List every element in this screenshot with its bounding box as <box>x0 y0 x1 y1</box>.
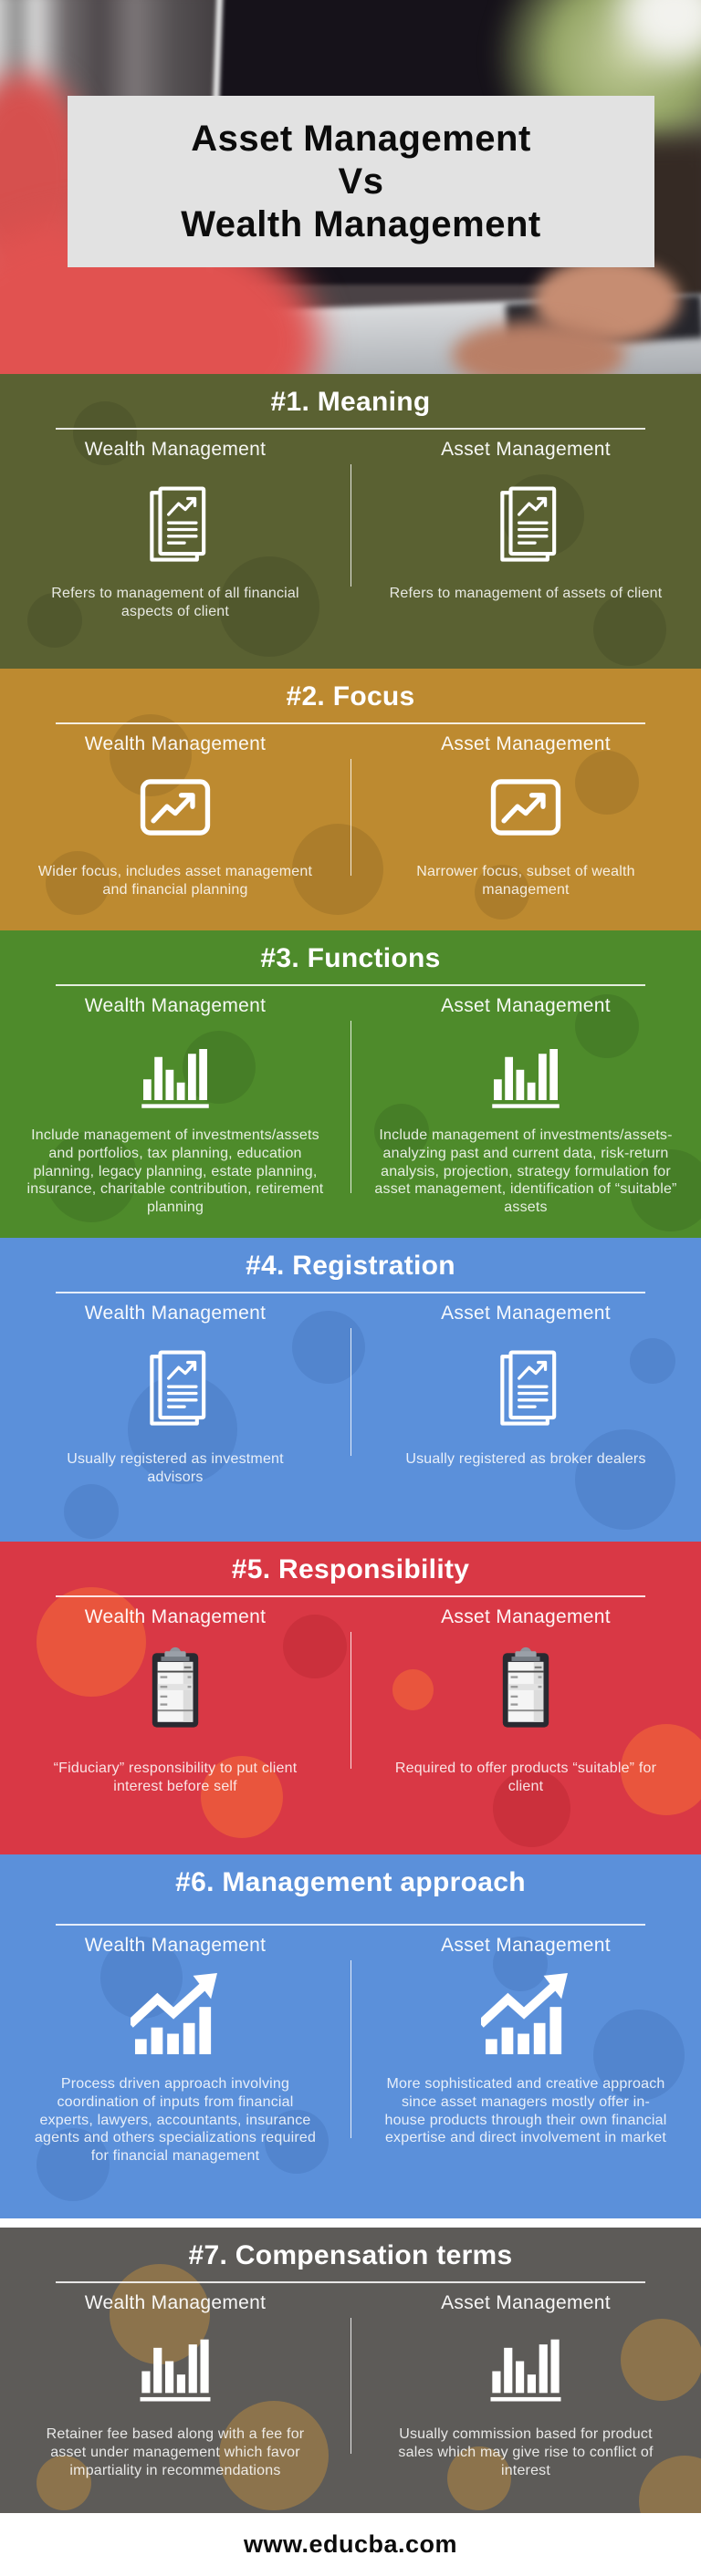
wealth-column: Wealth Management Include management of … <box>0 990 350 1217</box>
asset-column: Asset Management Refers to management of… <box>350 433 701 603</box>
section-registration: #4. Registration Wealth Management Usual… <box>0 1238 701 1542</box>
wealth-column: Wealth Management Retainer fee based alo… <box>0 2287 350 2479</box>
wealth-description: Retainer fee based along with a fee for … <box>46 2426 305 2478</box>
title-rule <box>56 1292 645 1293</box>
column-header-asset: Asset Management <box>441 995 611 1016</box>
column-header-wealth: Wealth Management <box>84 1606 267 1627</box>
chart-box-icon <box>139 777 212 837</box>
column-divider <box>350 1021 351 1194</box>
report-icon <box>490 484 561 565</box>
column-header-asset: Asset Management <box>441 1935 611 1956</box>
bar-chart-icon <box>137 1041 214 1108</box>
column-header-wealth: Wealth Management <box>84 1303 267 1324</box>
section-responsibility: #5. Responsibility Wealth Management “Fi… <box>0 1542 701 1854</box>
title-rule <box>56 2281 645 2283</box>
title-rule <box>56 984 645 986</box>
column-header-wealth: Wealth Management <box>84 995 267 1016</box>
main-title-line-2: Vs <box>338 161 384 202</box>
section-focus: #2. Focus Wealth Management Wider focus,… <box>0 669 701 930</box>
column-header-wealth: Wealth Management <box>84 439 267 460</box>
column-divider <box>350 1328 351 1456</box>
wealth-column: Wealth Management “Fiduciary” responsibi… <box>0 1601 350 1796</box>
asset-description: Usually commission based for product sal… <box>398 2426 654 2478</box>
wealth-description: Include management of investments/assets… <box>26 1127 324 1216</box>
section-title: #6. Management approach <box>175 1867 526 1897</box>
section-management-approach: #6. Management approach Wealth Managemen… <box>0 1854 701 2218</box>
asset-column: Asset Management Include management of i… <box>350 990 701 1217</box>
column-divider <box>350 1632 351 1769</box>
website-url: www.educba.com <box>243 2530 458 2558</box>
clipboard-icon <box>147 1645 204 1730</box>
wealth-description: Wider focus, includes asset management a… <box>37 864 313 898</box>
title-rule <box>56 1924 645 1926</box>
asset-column: Asset Management Usually registered as b… <box>350 1297 701 1469</box>
hero-photo: Asset Management Vs Wealth Management <box>0 0 701 374</box>
column-header-asset: Asset Management <box>441 733 611 754</box>
title-rule <box>56 722 645 724</box>
column-header-wealth: Wealth Management <box>84 733 267 754</box>
asset-column: Asset Management Narrower focus, subset … <box>350 728 701 899</box>
title-rule <box>56 1595 645 1597</box>
title-rule <box>56 428 645 430</box>
column-divider <box>350 464 351 587</box>
section-title: #5. Responsibility <box>231 1554 470 1584</box>
column-header-wealth: Wealth Management <box>84 2292 267 2313</box>
bar-chart-icon <box>486 2331 566 2402</box>
photo-hand <box>452 321 625 374</box>
bar-chart-icon <box>487 1041 564 1108</box>
section-meaning: #1. Meaning Wealth Management Refers to … <box>0 374 701 669</box>
column-divider <box>350 1960 351 2139</box>
section-functions: #3. Functions Wealth Management Include … <box>0 930 701 1238</box>
asset-description: Usually registered as broker dealers <box>405 1451 646 1467</box>
wealth-column: Wealth Management Wider focus, includes … <box>0 728 350 899</box>
section-title: #1. Meaning <box>270 387 431 417</box>
wealth-column: Wealth Management Process driven approac… <box>0 1929 350 2166</box>
section-title: #3. Functions <box>260 943 441 973</box>
report-icon <box>490 1348 561 1428</box>
wealth-description: Usually registered as investment advisor… <box>67 1451 284 1485</box>
column-header-wealth: Wealth Management <box>84 1935 267 1956</box>
asset-column: Asset Management More sophisticated and … <box>350 1929 701 2147</box>
growth-chart-icon <box>131 1971 220 2055</box>
asset-description: Required to offer products “suitable” fo… <box>394 1761 657 1794</box>
section-title: #7. Compensation terms <box>188 2240 513 2270</box>
column-header-asset: Asset Management <box>441 1606 611 1627</box>
column-header-asset: Asset Management <box>441 1303 611 1324</box>
wealth-column: Wealth Management Refers to management o… <box>0 433 350 621</box>
section-title: #4. Registration <box>246 1251 455 1281</box>
section-compensation-terms: #7. Compensation terms Wealth Management… <box>0 2228 701 2513</box>
column-divider <box>350 2318 351 2455</box>
asset-description: Include management of investments/assets… <box>374 1127 677 1216</box>
report-icon <box>140 484 211 565</box>
chart-box-icon <box>489 777 562 837</box>
main-title-line-1: Asset Management <box>191 118 531 159</box>
bar-chart-icon <box>135 2331 215 2402</box>
growth-chart-icon <box>481 1971 570 2055</box>
main-title-line-3: Wealth Management <box>181 203 541 244</box>
white-divider-strip <box>0 2218 701 2228</box>
section-title: #2. Focus <box>286 681 415 712</box>
wealth-description: Refers to management of all financial as… <box>51 586 299 619</box>
wealth-column: Wealth Management Usually registered as … <box>0 1297 350 1487</box>
column-header-asset: Asset Management <box>441 2292 611 2313</box>
wealth-description: Process driven approach involving coordi… <box>34 2076 317 2165</box>
clipboard-icon <box>497 1645 554 1730</box>
asset-column: Asset Management Required to offer produ… <box>350 1601 701 1796</box>
report-icon <box>140 1348 211 1428</box>
column-header-asset: Asset Management <box>441 439 611 460</box>
asset-description: More sophisticated and creative approach… <box>384 2076 667 2146</box>
asset-description: Narrower focus, subset of wealth managem… <box>416 864 635 898</box>
wealth-description: “Fiduciary” responsibility to put client… <box>53 1761 298 1794</box>
title-box: Asset Management Vs Wealth Management <box>68 96 654 267</box>
column-divider <box>350 759 351 876</box>
asset-description: Refers to management of assets of client <box>389 586 663 601</box>
footer: www.educba.com <box>0 2513 701 2576</box>
asset-column: Asset Management Usually commission base… <box>350 2287 701 2479</box>
